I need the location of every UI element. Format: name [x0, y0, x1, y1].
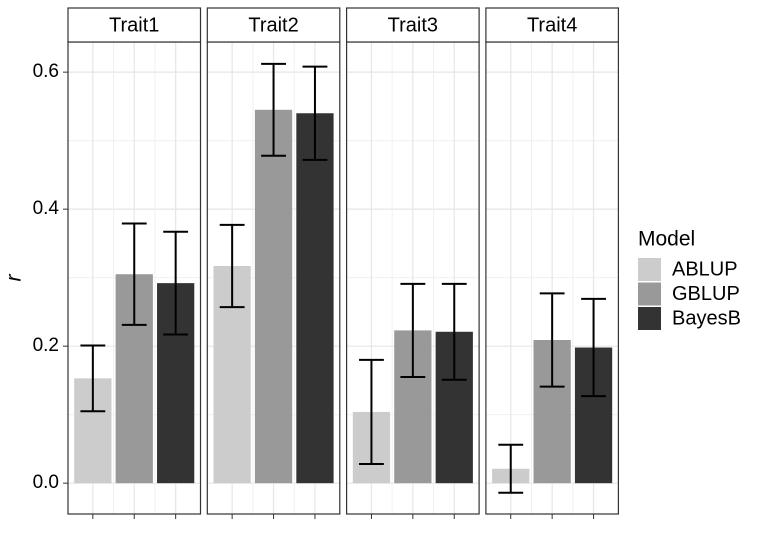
error-bar [441, 282, 467, 381]
facet-strip [485, 7, 619, 43]
error-bar [498, 443, 524, 494]
facet-strip [67, 7, 202, 43]
facet-label: Trait2 [248, 14, 298, 36]
legend-label: BayesB [672, 307, 741, 329]
bar [296, 113, 334, 484]
legend-key [638, 307, 661, 330]
error-bar [163, 230, 189, 336]
facet-strip [206, 7, 341, 43]
error-bar [400, 282, 426, 378]
facet-label: Trait3 [388, 14, 438, 36]
facet-strip [346, 7, 480, 43]
facet-label: Trait1 [109, 14, 159, 36]
y-axis-label: r [3, 274, 26, 282]
error-bar [121, 222, 147, 326]
y-tick-label: 0.4 [33, 198, 60, 219]
error-bar [359, 358, 384, 465]
legend-label: GBLUP [672, 283, 740, 305]
error-bar [219, 223, 245, 309]
legend-label: ABLUP [672, 258, 738, 280]
error-bar [539, 292, 565, 388]
bar [254, 109, 293, 484]
error-bar [302, 65, 328, 161]
legend-title: Model [638, 228, 695, 251]
legend-key [638, 282, 661, 306]
facet-label: Trait4 [527, 14, 577, 36]
error-bar [581, 297, 606, 398]
legend-key [638, 258, 661, 281]
y-tick-label: 0.0 [33, 472, 59, 493]
y-tick-label: 0.6 [33, 61, 59, 82]
error-bar [261, 62, 286, 157]
y-tick-label: 0.2 [33, 335, 59, 356]
error-bar [80, 344, 106, 413]
